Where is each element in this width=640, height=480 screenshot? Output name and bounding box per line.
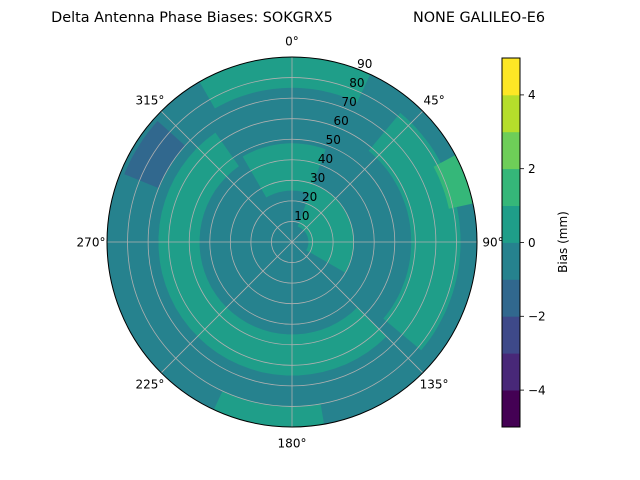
angle-tick-label: 135° — [420, 378, 449, 392]
angle-gridline — [160, 241, 293, 374]
radial-tick-label: 40 — [318, 152, 333, 166]
colorbar-tick-label: 4 — [528, 88, 536, 102]
polar-plot-area: 0° 45° 90° 135° 180° 225° 270° 315° 10 20 30 40 50 6… — [77, 35, 504, 451]
colorbar-cells — [502, 58, 520, 428]
colorbar-cell — [502, 58, 520, 96]
colorbar-label: Bias (mm) — [556, 211, 570, 273]
radial-tick-label: 90 — [357, 57, 372, 71]
polar-grid — [107, 57, 477, 427]
colorbar-tick-label: −2 — [528, 310, 546, 324]
angle-gridline — [291, 241, 424, 374]
radial-tick-label: 60 — [334, 114, 349, 128]
colorbar-tick-label: −4 — [528, 383, 546, 397]
radial-tick-label: 10 — [294, 209, 309, 223]
colorbar-tick-label: 0 — [528, 236, 536, 250]
polar-frame — [106, 56, 478, 428]
colorbar-cell — [502, 353, 520, 391]
angle-tick-label: 315° — [135, 93, 164, 107]
chart-title: Delta Antenna Phase Biases: SOKGRX5 — [51, 10, 333, 26]
radial-tick-label: 70 — [341, 95, 356, 109]
angle-tick-label: 45° — [423, 93, 444, 107]
contour-region-5 — [213, 391, 325, 427]
radial-tick-label: 20 — [302, 190, 317, 204]
colorbar-cell — [502, 94, 520, 133]
colorbar-cell — [502, 205, 520, 243]
angle-tick-label: 270° — [77, 236, 106, 250]
angle-tick-label: 225° — [135, 378, 164, 392]
colorbar-tick-label: 2 — [528, 162, 536, 176]
radial-tick-label: 80 — [349, 76, 364, 90]
colorbar-cell — [502, 390, 520, 428]
colorbar-ticks: −4 −2 0 2 4 — [520, 88, 546, 397]
colorbar-cell — [502, 279, 520, 317]
colorbar-cell — [502, 131, 520, 170]
radial-tick-label: 50 — [326, 133, 341, 147]
contour-region-1 — [158, 132, 387, 376]
colorbar-cell — [502, 168, 520, 206]
angle-gridline — [160, 110, 293, 243]
chart-subtitle: NONE GALILEO-E6 — [413, 10, 545, 26]
angle-tick-labels: 0° 45° 90° 135° 180° 225° 270° 315° — [77, 35, 504, 451]
radial-tick-label: 30 — [310, 171, 325, 185]
contour-region-7 — [124, 121, 186, 189]
contour-region-3 — [297, 184, 354, 273]
angle-tick-label: 90° — [482, 236, 503, 250]
angle-tick-label: 0° — [285, 35, 299, 49]
radial-tick-labels: 10 20 30 40 50 60 70 80 90 — [294, 57, 372, 223]
contour-region-4 — [199, 57, 371, 109]
contour-region-2 — [242, 143, 326, 198]
colorbar: −4 −2 0 2 4 Bias (mm) — [501, 57, 570, 428]
contour-region-6 — [433, 155, 473, 209]
colorbar-cell — [502, 316, 520, 354]
angle-tick-label: 180° — [278, 437, 307, 451]
angle-gridline — [291, 110, 424, 243]
colorbar-cell — [502, 242, 520, 280]
